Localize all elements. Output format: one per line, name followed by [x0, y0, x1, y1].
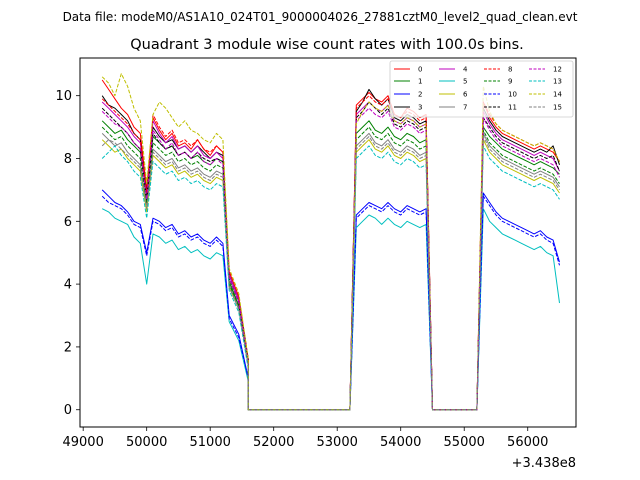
series-line-2 — [101, 189, 560, 411]
series-line-6 — [101, 139, 560, 411]
legend-label-2: 2 — [418, 91, 422, 99]
series-line-15 — [101, 136, 560, 411]
legend-label-11: 11 — [508, 104, 517, 112]
legend-label-10: 10 — [508, 91, 517, 99]
y-tick-label: 8 — [64, 152, 72, 167]
legend-label-12: 12 — [553, 66, 562, 74]
series-line-12 — [101, 107, 560, 411]
plot-area — [101, 73, 560, 411]
series-line-8 — [101, 95, 560, 411]
x-tick-label: 49000 — [62, 435, 103, 450]
legend-label-1: 1 — [418, 78, 422, 86]
y-tick-label: 2 — [64, 340, 72, 355]
x-tick-label: 55000 — [444, 435, 485, 450]
legend-label-6: 6 — [463, 91, 468, 99]
y-tick-label: 10 — [55, 89, 72, 104]
series-line-9 — [101, 126, 560, 411]
x-tick-label: 50000 — [126, 435, 167, 450]
series-line-11 — [101, 101, 560, 411]
x-tick-label: 56000 — [507, 435, 548, 450]
x-tick-label: 53000 — [317, 435, 358, 450]
x-tick-label: 51000 — [190, 435, 231, 450]
series-line-10 — [101, 195, 560, 411]
legend-label-8: 8 — [508, 66, 512, 74]
legend-label-14: 14 — [553, 91, 562, 99]
legend-label-15: 15 — [553, 104, 562, 112]
series-line-13 — [101, 145, 560, 411]
series-line-7 — [101, 132, 560, 411]
legend-label-5: 5 — [463, 78, 467, 86]
y-tick-label: 0 — [64, 403, 72, 418]
x-axis: 49000 50000 51000 52000 53000 54000 55000 56000 — [62, 427, 548, 450]
legend-label-4: 4 — [463, 66, 468, 74]
series-line-0 — [101, 79, 560, 411]
legend-label-13: 13 — [553, 78, 562, 86]
y-tick-label: 4 — [64, 278, 72, 293]
plot-frame — [79, 57, 577, 428]
chart-title: Quadrant 3 module wise count rates with … — [130, 37, 524, 53]
series-line-5 — [101, 208, 560, 411]
y-axis: 0 2 4 6 8 10 — [55, 89, 80, 418]
legend-label-3: 3 — [418, 104, 422, 112]
supertitle: Data file: modeM0/AS1A10_024T01_90000040… — [63, 10, 578, 24]
x-tick-label: 52000 — [253, 435, 294, 450]
x-tick-label: 54000 — [380, 435, 421, 450]
legend-label-0: 0 — [418, 66, 422, 74]
y-tick-label: 6 — [64, 215, 72, 230]
legend-label-7: 7 — [463, 104, 467, 112]
legend-frame — [389, 60, 574, 118]
series-line-14 — [101, 73, 560, 411]
series-line-4 — [101, 101, 560, 411]
series-line-1 — [101, 120, 560, 411]
legend-label-9: 9 — [508, 78, 512, 86]
x-offset-label: +3.438e8 — [512, 456, 576, 471]
series-line-3 — [101, 88, 560, 411]
